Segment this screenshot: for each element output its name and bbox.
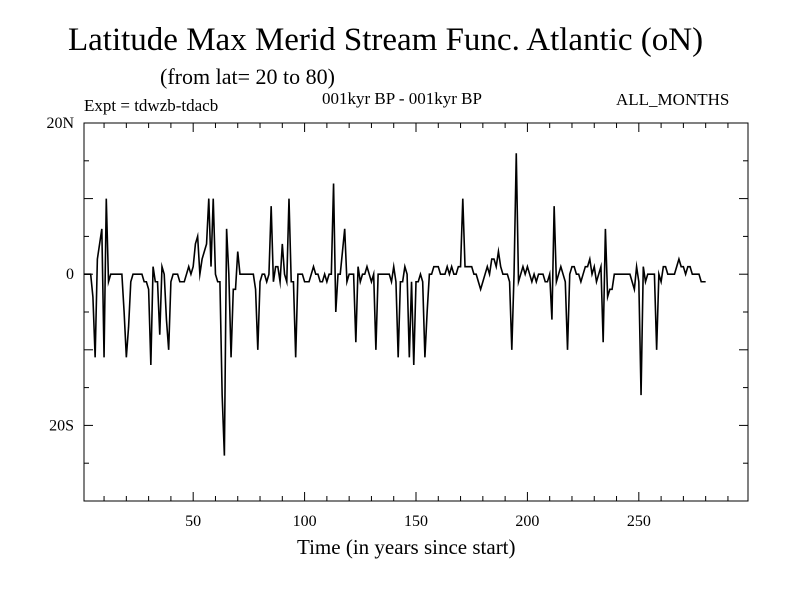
x-axis-label: Time (in years since start) bbox=[297, 535, 516, 559]
x-tick-label: 50 bbox=[185, 513, 201, 530]
experiment-label: Expt = tdwzb-tdacb bbox=[84, 96, 219, 115]
chart-title: Latitude Max Merid Stream Func. Atlantic… bbox=[68, 22, 704, 58]
x-tick-label: 200 bbox=[515, 513, 539, 530]
x-axis-ticks: 50 100 150 200 250 bbox=[103, 123, 729, 530]
y-tick-label: 20S bbox=[49, 417, 74, 434]
x-tick-label: 150 bbox=[404, 513, 428, 530]
months-label: ALL_MONTHS bbox=[616, 90, 730, 109]
x-tick-label: 250 bbox=[627, 513, 651, 530]
y-tick-label: 20N bbox=[46, 115, 74, 132]
series-line bbox=[84, 153, 706, 456]
plot-frame bbox=[83, 122, 749, 502]
chart-subtitle: (from lat= 20 to 80) bbox=[160, 64, 335, 89]
y-axis-ticks: 20N 0 20S bbox=[46, 115, 748, 502]
series-layer bbox=[84, 153, 706, 456]
period-label: 001kyr BP - 001kyr BP bbox=[322, 89, 482, 108]
x-tick-label: 100 bbox=[293, 513, 317, 530]
y-tick-label: 0 bbox=[66, 266, 74, 283]
